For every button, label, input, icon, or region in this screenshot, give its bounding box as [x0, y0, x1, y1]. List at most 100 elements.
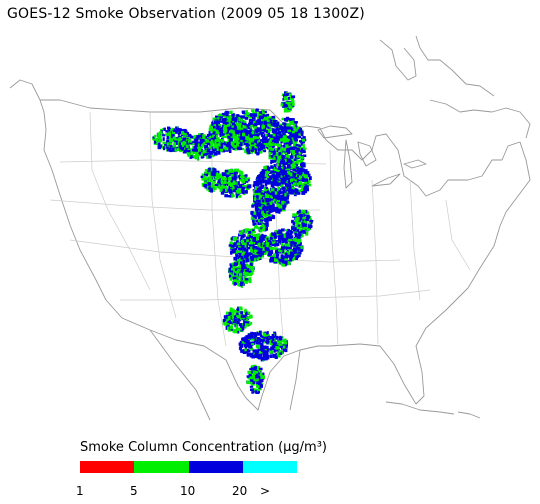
- smoke-pixel: [223, 126, 227, 130]
- smoke-pixel: [286, 228, 290, 231]
- smoke-pixel: [264, 174, 269, 177]
- smoke-pixel: [295, 250, 298, 254]
- smoke-pixel: [197, 137, 201, 140]
- smoke-pixel: [270, 256, 274, 261]
- smoke-pixel: [228, 326, 231, 330]
- smoke-pixel: [235, 168, 239, 173]
- smoke-pixel: [253, 211, 257, 215]
- smoke-pixel: [297, 171, 300, 175]
- smoke-pixel: [236, 242, 241, 246]
- smoke-pixel: [272, 144, 275, 148]
- smoke-pixel: [278, 237, 282, 241]
- smoke-pixel: [237, 181, 240, 186]
- smoke-pixel: [274, 200, 277, 204]
- smoke-pixel: [237, 280, 242, 283]
- smoke-pixel: [244, 256, 249, 260]
- smoke-pixel: [254, 137, 257, 141]
- smoke-pixel: [277, 242, 280, 247]
- smoke-pixel: [306, 185, 309, 189]
- smoke-pixel: [279, 123, 282, 126]
- smoke-pixel: [249, 129, 253, 133]
- smoke-pixel: [253, 375, 257, 379]
- smoke-pixel: [274, 258, 278, 262]
- smoke-pixel: [242, 174, 245, 179]
- smoke-pixel: [244, 344, 247, 348]
- smoke-pixel: [265, 193, 268, 196]
- smoke-pixel: [269, 258, 273, 263]
- smoke-pixel: [277, 157, 281, 161]
- smoke-pixel: [244, 275, 247, 280]
- smoke-pixel: [256, 203, 260, 207]
- smoke-pixel: [259, 367, 263, 371]
- smoke-pixel: [293, 253, 297, 257]
- smoke-pixel: [260, 139, 263, 142]
- smoke-pixel: [207, 182, 211, 186]
- smoke-pixel: [223, 180, 227, 184]
- smoke-pixel: [230, 124, 233, 129]
- smoke-pixel: [172, 136, 177, 140]
- smoke-pixel: [285, 189, 289, 193]
- smoke-pixel: [241, 191, 245, 195]
- smoke-pixel: [278, 152, 282, 156]
- smoke-pixel: [277, 209, 280, 214]
- smoke-pixel: [214, 171, 217, 175]
- smoke-pixel: [244, 174, 248, 177]
- smoke-pixel: [253, 222, 257, 226]
- smoke-pixel: [270, 148, 274, 151]
- smoke-pixel: [294, 238, 299, 243]
- smoke-pixel: [277, 147, 280, 150]
- smoke-pixel: [232, 170, 235, 174]
- smoke-pixel: [257, 222, 261, 226]
- smoke-pixel: [294, 177, 297, 180]
- smoke-pixel: [232, 134, 235, 138]
- smoke-pixel: [303, 220, 307, 223]
- smoke-pixel: [302, 138, 305, 142]
- smoke-pixel: [260, 186, 264, 189]
- smoke-pixel: [208, 127, 211, 131]
- smoke-pixel: [295, 135, 300, 139]
- smoke-pixel: [253, 125, 257, 129]
- smoke-pixel: [225, 143, 230, 147]
- smoke-pixel: [270, 143, 274, 146]
- smoke-pixel: [259, 238, 263, 242]
- smoke-pixel: [282, 98, 285, 101]
- smoke-pixel: [296, 229, 300, 232]
- smoke-pixel: [254, 202, 258, 205]
- smoke-pixel: [296, 244, 299, 248]
- smoke-pixel: [272, 207, 277, 211]
- smoke-pixel: [281, 117, 285, 121]
- smoke-pixel: [186, 149, 191, 153]
- smoke-pixel: [208, 186, 211, 190]
- smoke-pixel: [273, 331, 277, 334]
- smoke-pixel: [196, 151, 199, 156]
- smoke-pixel: [290, 155, 294, 159]
- smoke-pixel: [225, 326, 229, 330]
- smoke-pixel: [254, 390, 258, 393]
- smoke-pixel: [219, 114, 222, 119]
- smoke-pixel: [261, 190, 265, 193]
- smoke-pixel: [288, 132, 292, 134]
- smoke-pixel: [286, 158, 290, 162]
- smoke-pixel: [268, 154, 272, 158]
- smoke-pixel: [270, 246, 275, 250]
- smoke-pixel: [255, 247, 260, 251]
- smoke-pixel: [268, 241, 272, 246]
- smoke-pixel: [201, 173, 205, 177]
- smoke-pixel: [288, 96, 291, 100]
- smoke-pixel: [251, 130, 255, 135]
- smoke-pixel: [182, 135, 187, 139]
- smoke-pixel: [278, 239, 282, 243]
- smoke-pixel: [196, 135, 200, 139]
- smoke-pixel: [292, 189, 296, 193]
- smoke-pixel: [248, 119, 253, 123]
- smoke-pixel: [249, 353, 253, 358]
- smoke-pixel: [252, 144, 256, 148]
- smoke-pixel: [156, 137, 159, 142]
- smoke-pixel: [261, 216, 264, 219]
- smoke-pixel: [277, 144, 281, 148]
- smoke-pixel: [243, 239, 247, 242]
- smoke-pixel: [196, 154, 200, 158]
- smoke-pixel: [284, 243, 288, 247]
- smoke-pixel: [293, 256, 296, 260]
- legend-title: Smoke Column Concentration (μg/m³): [80, 440, 327, 455]
